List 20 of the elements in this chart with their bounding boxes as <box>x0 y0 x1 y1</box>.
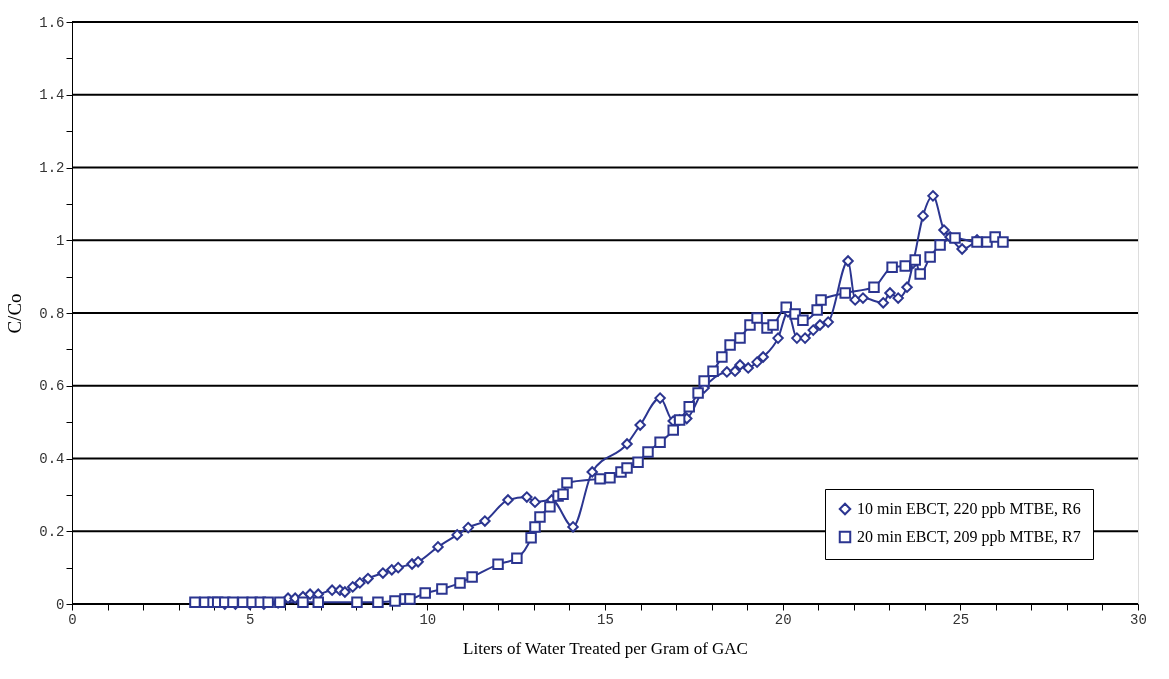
x-tick-label: 5 <box>245 611 255 628</box>
y-tick-label: 1.4 <box>39 87 65 104</box>
y-tick-label: 1.6 <box>39 14 65 31</box>
legend-label: 20 min EBCT, 209 ppb MTBE, R7 <box>857 528 1081 546</box>
x-tick-label: 15 <box>597 611 614 628</box>
y-axis-title: C/Co <box>4 293 26 334</box>
y-tick-label: 0.8 <box>39 305 65 322</box>
x-axis-title: Liters of Water Treated per Gram of GAC <box>463 638 748 658</box>
x-tick-label: 0 <box>68 611 77 628</box>
x-tick-label: 10 <box>419 611 437 628</box>
y-tick-label: 0.2 <box>39 523 65 540</box>
y-tick-label: 1.2 <box>39 160 65 176</box>
y-tick-label: 1 <box>56 232 65 249</box>
y-tick-label: 0.4 <box>39 451 65 467</box>
x-tick-label: 30 <box>1130 611 1147 628</box>
y-tick-label: 0.6 <box>39 378 65 395</box>
x-tick-label: 20 <box>774 611 792 628</box>
y-tick-label: 0 <box>56 596 65 613</box>
x-tick-label: 25 <box>952 611 970 628</box>
legend-label: 10 min EBCT, 220 ppb MTBE, R6 <box>857 500 1081 518</box>
